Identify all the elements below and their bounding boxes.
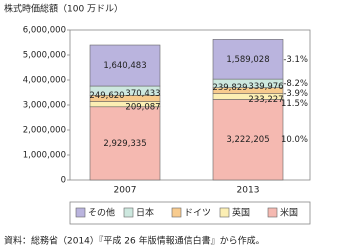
y-tick-label: 6,000,000 [23,26,66,36]
value-label: 1,589,028 [226,55,269,65]
value-label: 233,227 [248,95,283,105]
value-label: 339,976 [248,82,283,92]
legend-swatch [219,207,230,218]
change-label: 11.5% [281,99,308,109]
bar-segment [89,106,161,181]
y-tick-label: 3,000,000 [23,101,66,111]
legend-label: 日本 [136,207,154,219]
y-tick-label: 1,000,000 [23,151,66,161]
change-label: -3.1% [283,55,308,65]
y-tick-label: 4,000,000 [23,76,66,86]
value-label: 249,620 [89,91,124,101]
source-note: 資料：総務省（2014）『平成 26 年版情報通信白書』から作成。 [4,235,265,247]
value-label: 239,829 [212,83,247,93]
legend-frame [69,201,311,225]
legend-label: 英国 [232,207,250,219]
legend-swatch [171,207,182,218]
legend-swatch [123,207,134,218]
legend-label: その他 [88,207,115,219]
bar-segment [89,44,161,87]
value-label: 370,433 [125,89,160,99]
value-label: 2,929,335 [103,139,146,149]
value-label: 1,640,483 [103,61,146,71]
bar-segment [212,39,284,80]
x-tick-label: 2013 [237,186,260,196]
change-label: 10.0% [281,135,308,145]
y-tick-label: 2,000,000 [23,126,66,136]
change-label: -3.9% [283,89,308,99]
change-label: -8.2% [283,79,308,89]
y-axis-title: 株式時価総額（100 万ドル） [4,3,123,15]
value-label: 209,087 [125,103,160,113]
y-tick-label: 5,000,000 [23,51,66,61]
bar-segment [212,99,284,181]
y-tick-label: 0 [61,176,66,186]
legend-label: ドイツ [184,209,211,219]
legend-swatch [267,207,278,218]
value-label: 3,222,205 [226,135,269,145]
legend-swatch [75,207,86,218]
x-tick-label: 2007 [114,186,137,196]
legend-label: 米国 [280,207,298,219]
